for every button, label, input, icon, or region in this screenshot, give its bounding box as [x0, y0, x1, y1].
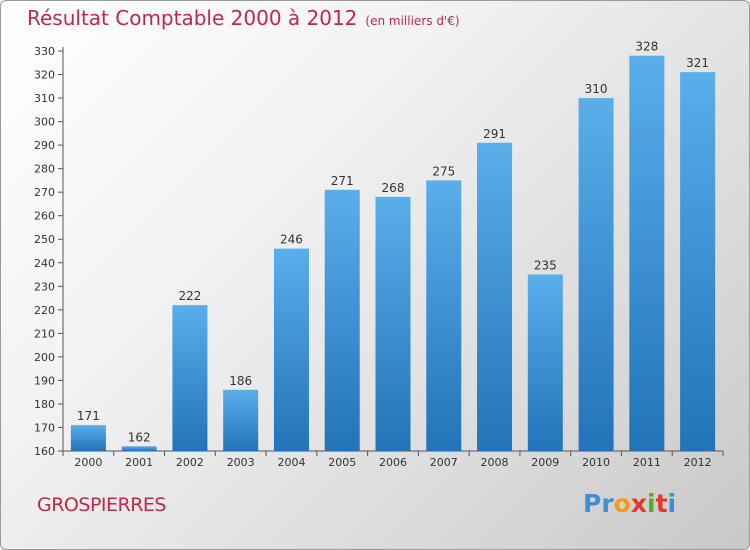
bar — [477, 142, 513, 451]
y-tick-label: 250 — [34, 233, 55, 246]
bar — [273, 248, 309, 451]
bar — [172, 305, 208, 451]
value-label: 186 — [229, 374, 252, 388]
axes: 160 170 180 190 200 210 220 230 240 250 260 270 280 2… — [34, 45, 724, 469]
logo-letter: r — [601, 489, 614, 518]
value-label: 275 — [432, 164, 455, 178]
bar — [223, 389, 259, 451]
logo-letter: i — [667, 489, 677, 518]
y-tick-label: 210 — [34, 327, 55, 340]
unit-label: (en milliers d'€) — [365, 14, 460, 28]
title-text: Résultat Comptable 2000 à 2012 — [27, 6, 358, 30]
bar — [121, 446, 157, 451]
x-tick-label: 2001 — [125, 456, 153, 469]
x-tick-label: 2000 — [74, 456, 102, 469]
x-tick-label: 2003 — [227, 456, 255, 469]
y-tick-label: 260 — [34, 210, 55, 223]
chart-title: Résultat Comptable 2000 à 2012 (en millie… — [27, 6, 460, 30]
x-tick-label: 2005 — [328, 456, 356, 469]
y-tick-label: 270 — [34, 186, 55, 199]
data-labels: 171 162 222 186 246 271 268 275 291 235 310 328 321 — [77, 40, 709, 445]
y-tick-label: 230 — [34, 280, 55, 293]
y-tick-label: 290 — [34, 139, 55, 152]
y-tick-label: 180 — [34, 398, 55, 411]
value-label: 321 — [686, 56, 709, 70]
x-tick-label: 2010 — [582, 456, 610, 469]
bar — [324, 189, 360, 451]
value-label: 271 — [331, 174, 354, 188]
logo-letter: i — [647, 489, 656, 518]
bar — [375, 196, 411, 451]
y-tick-label: 300 — [34, 116, 55, 129]
x-tick-label: 2009 — [531, 456, 559, 469]
value-label: 291 — [483, 127, 506, 141]
bar — [527, 274, 563, 451]
logo-letter: o — [613, 489, 631, 518]
y-tick-label: 310 — [34, 92, 55, 105]
proxiti-logo: Proxiti — [583, 489, 676, 518]
value-label: 235 — [534, 259, 557, 273]
y-tick-label: 160 — [34, 445, 55, 458]
x-tick-label: 2007 — [430, 456, 458, 469]
value-label: 162 — [128, 430, 151, 444]
x-tick-label: 2006 — [379, 456, 407, 469]
bar — [680, 72, 716, 452]
y-tick-label: 200 — [34, 351, 55, 364]
bar — [629, 55, 665, 452]
y-tick-label: 280 — [34, 163, 55, 176]
x-tick-label: 2008 — [481, 456, 509, 469]
y-tick-label: 220 — [34, 304, 55, 317]
y-tick-label: 320 — [34, 69, 55, 82]
y-tick-label: 190 — [34, 374, 55, 387]
logo-letter: P — [583, 489, 602, 518]
logo-letter: t — [655, 489, 668, 518]
bar — [578, 98, 614, 451]
value-label: 268 — [382, 181, 405, 195]
value-label: 171 — [77, 409, 100, 423]
y-tick-label: 330 — [34, 45, 55, 58]
bars — [70, 55, 716, 452]
value-label: 310 — [585, 82, 608, 96]
value-label: 246 — [280, 233, 303, 247]
y-tick-label: 240 — [34, 257, 55, 270]
value-label: 222 — [178, 289, 201, 303]
x-tick-label: 2002 — [176, 456, 204, 469]
x-tick-label: 2011 — [633, 456, 661, 469]
x-tick-label: 2012 — [684, 456, 712, 469]
bar — [426, 180, 462, 452]
bar — [70, 425, 106, 451]
logo-letter: x — [630, 489, 647, 518]
x-tick-label: 2004 — [277, 456, 305, 469]
value-label: 328 — [635, 40, 658, 54]
y-tick-label: 170 — [34, 421, 55, 434]
town-name: GROSPIERRES — [37, 494, 166, 516]
